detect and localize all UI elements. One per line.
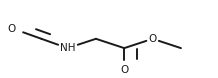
Text: O: O — [148, 34, 157, 44]
Text: NH: NH — [60, 43, 75, 53]
Text: O: O — [120, 65, 128, 75]
Text: O: O — [7, 24, 15, 34]
